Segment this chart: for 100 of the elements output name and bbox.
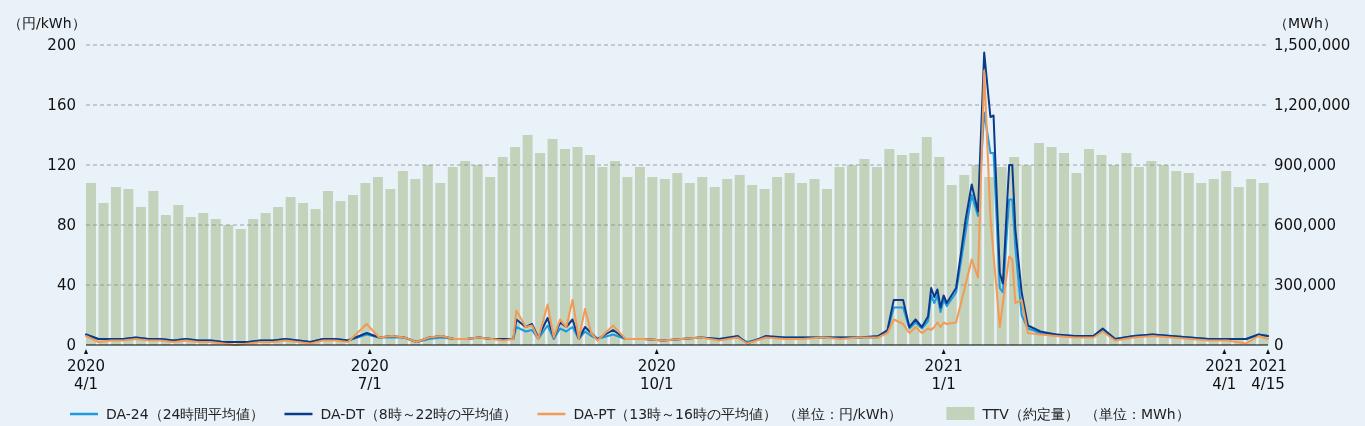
bar — [560, 149, 571, 345]
bar — [397, 171, 408, 345]
bar — [472, 165, 483, 345]
bar — [86, 183, 96, 345]
bar — [198, 213, 209, 345]
bar — [1233, 187, 1244, 345]
bar — [797, 183, 808, 345]
bar — [672, 173, 683, 345]
bar — [497, 157, 508, 345]
bar — [659, 179, 670, 345]
y-tick-label: 120 — [47, 156, 76, 174]
bar — [360, 183, 371, 345]
text: （単位：円/kWh） — [782, 406, 903, 422]
bar — [822, 189, 832, 345]
bar — [1246, 179, 1257, 345]
bar — [422, 165, 433, 345]
legend-label: TTV（約定量） — [981, 406, 1079, 422]
bar — [1196, 183, 1207, 345]
bar — [1059, 153, 1070, 345]
bar — [298, 203, 309, 345]
legend-label: DA-24（24時間平均値） — [106, 406, 265, 422]
bar — [747, 185, 758, 345]
bar — [1146, 161, 1157, 345]
bar — [223, 225, 234, 345]
text: （単位：MWh） — [1084, 406, 1190, 422]
bar — [485, 177, 496, 345]
y2-tick-label: 600,000 — [1274, 216, 1337, 234]
bar — [946, 185, 957, 345]
bar — [585, 155, 595, 345]
bar — [809, 179, 820, 345]
y-axis-title: （円/kWh） — [8, 15, 86, 31]
bar — [921, 137, 932, 345]
bar — [759, 189, 770, 345]
bar — [522, 135, 533, 345]
bar — [335, 201, 346, 345]
bar — [697, 177, 708, 345]
bar — [385, 189, 396, 345]
bar — [285, 197, 296, 345]
bar — [135, 207, 146, 345]
bar — [1021, 165, 1032, 345]
bar — [235, 229, 246, 345]
bar — [1108, 165, 1119, 345]
bar — [871, 167, 882, 345]
bar — [1133, 167, 1144, 345]
y-tick-label: 0 — [66, 336, 76, 354]
y-tick-label: 200 — [47, 36, 76, 54]
bar — [622, 177, 633, 345]
bar — [1171, 171, 1182, 345]
legend-label: DA-PT（13時～16時の平均値） — [573, 406, 777, 422]
bar — [123, 189, 134, 345]
bar — [447, 167, 458, 345]
bar — [273, 207, 284, 345]
bar — [909, 153, 920, 345]
y-tick-label: 40 — [56, 276, 76, 294]
bar — [1034, 143, 1045, 345]
x-tick-label: 2021 4/15 — [1248, 357, 1288, 393]
bar — [185, 217, 196, 345]
y2-tick-label: 0 — [1274, 336, 1284, 354]
bar — [1258, 183, 1269, 345]
bar — [310, 209, 321, 345]
bar — [1158, 165, 1169, 345]
bar — [1096, 155, 1107, 345]
bar — [160, 215, 171, 345]
bar — [1046, 147, 1057, 345]
bar — [98, 203, 109, 345]
y-tick-label: 160 — [47, 96, 76, 114]
bar — [372, 177, 383, 345]
bar — [435, 183, 446, 345]
bar — [684, 183, 695, 345]
bar — [173, 205, 184, 345]
bar — [210, 219, 221, 345]
bar — [148, 191, 159, 345]
y2-tick-label: 1,500,000 — [1274, 36, 1351, 54]
bar — [347, 195, 358, 345]
bar — [609, 161, 620, 345]
bar — [634, 167, 645, 345]
bar — [834, 167, 845, 345]
legend-label: DA-DT（8時～22時の平均値） — [320, 406, 518, 422]
bar — [896, 155, 907, 345]
bar — [260, 213, 271, 345]
x-tick-label: 2020 7/1 — [350, 357, 389, 393]
bar — [772, 177, 783, 345]
y2-tick-label: 1,200,000 — [1274, 96, 1351, 114]
bar — [547, 139, 558, 345]
bar — [572, 147, 583, 345]
bar — [1083, 149, 1094, 345]
bar — [410, 179, 421, 345]
x-tick-label: 2021 4/1 — [1205, 357, 1244, 393]
bar — [784, 173, 795, 345]
y2-tick-label: 300,000 — [1274, 276, 1337, 294]
bar — [846, 165, 857, 345]
bar — [734, 175, 745, 345]
bar — [859, 159, 870, 345]
bar — [248, 219, 259, 345]
bar — [460, 161, 471, 345]
bar — [535, 153, 546, 345]
bar — [597, 167, 608, 345]
y2-axis-title: （MWh） — [1274, 15, 1337, 31]
y-tick-label: 80 — [56, 216, 76, 234]
bar — [722, 179, 733, 345]
